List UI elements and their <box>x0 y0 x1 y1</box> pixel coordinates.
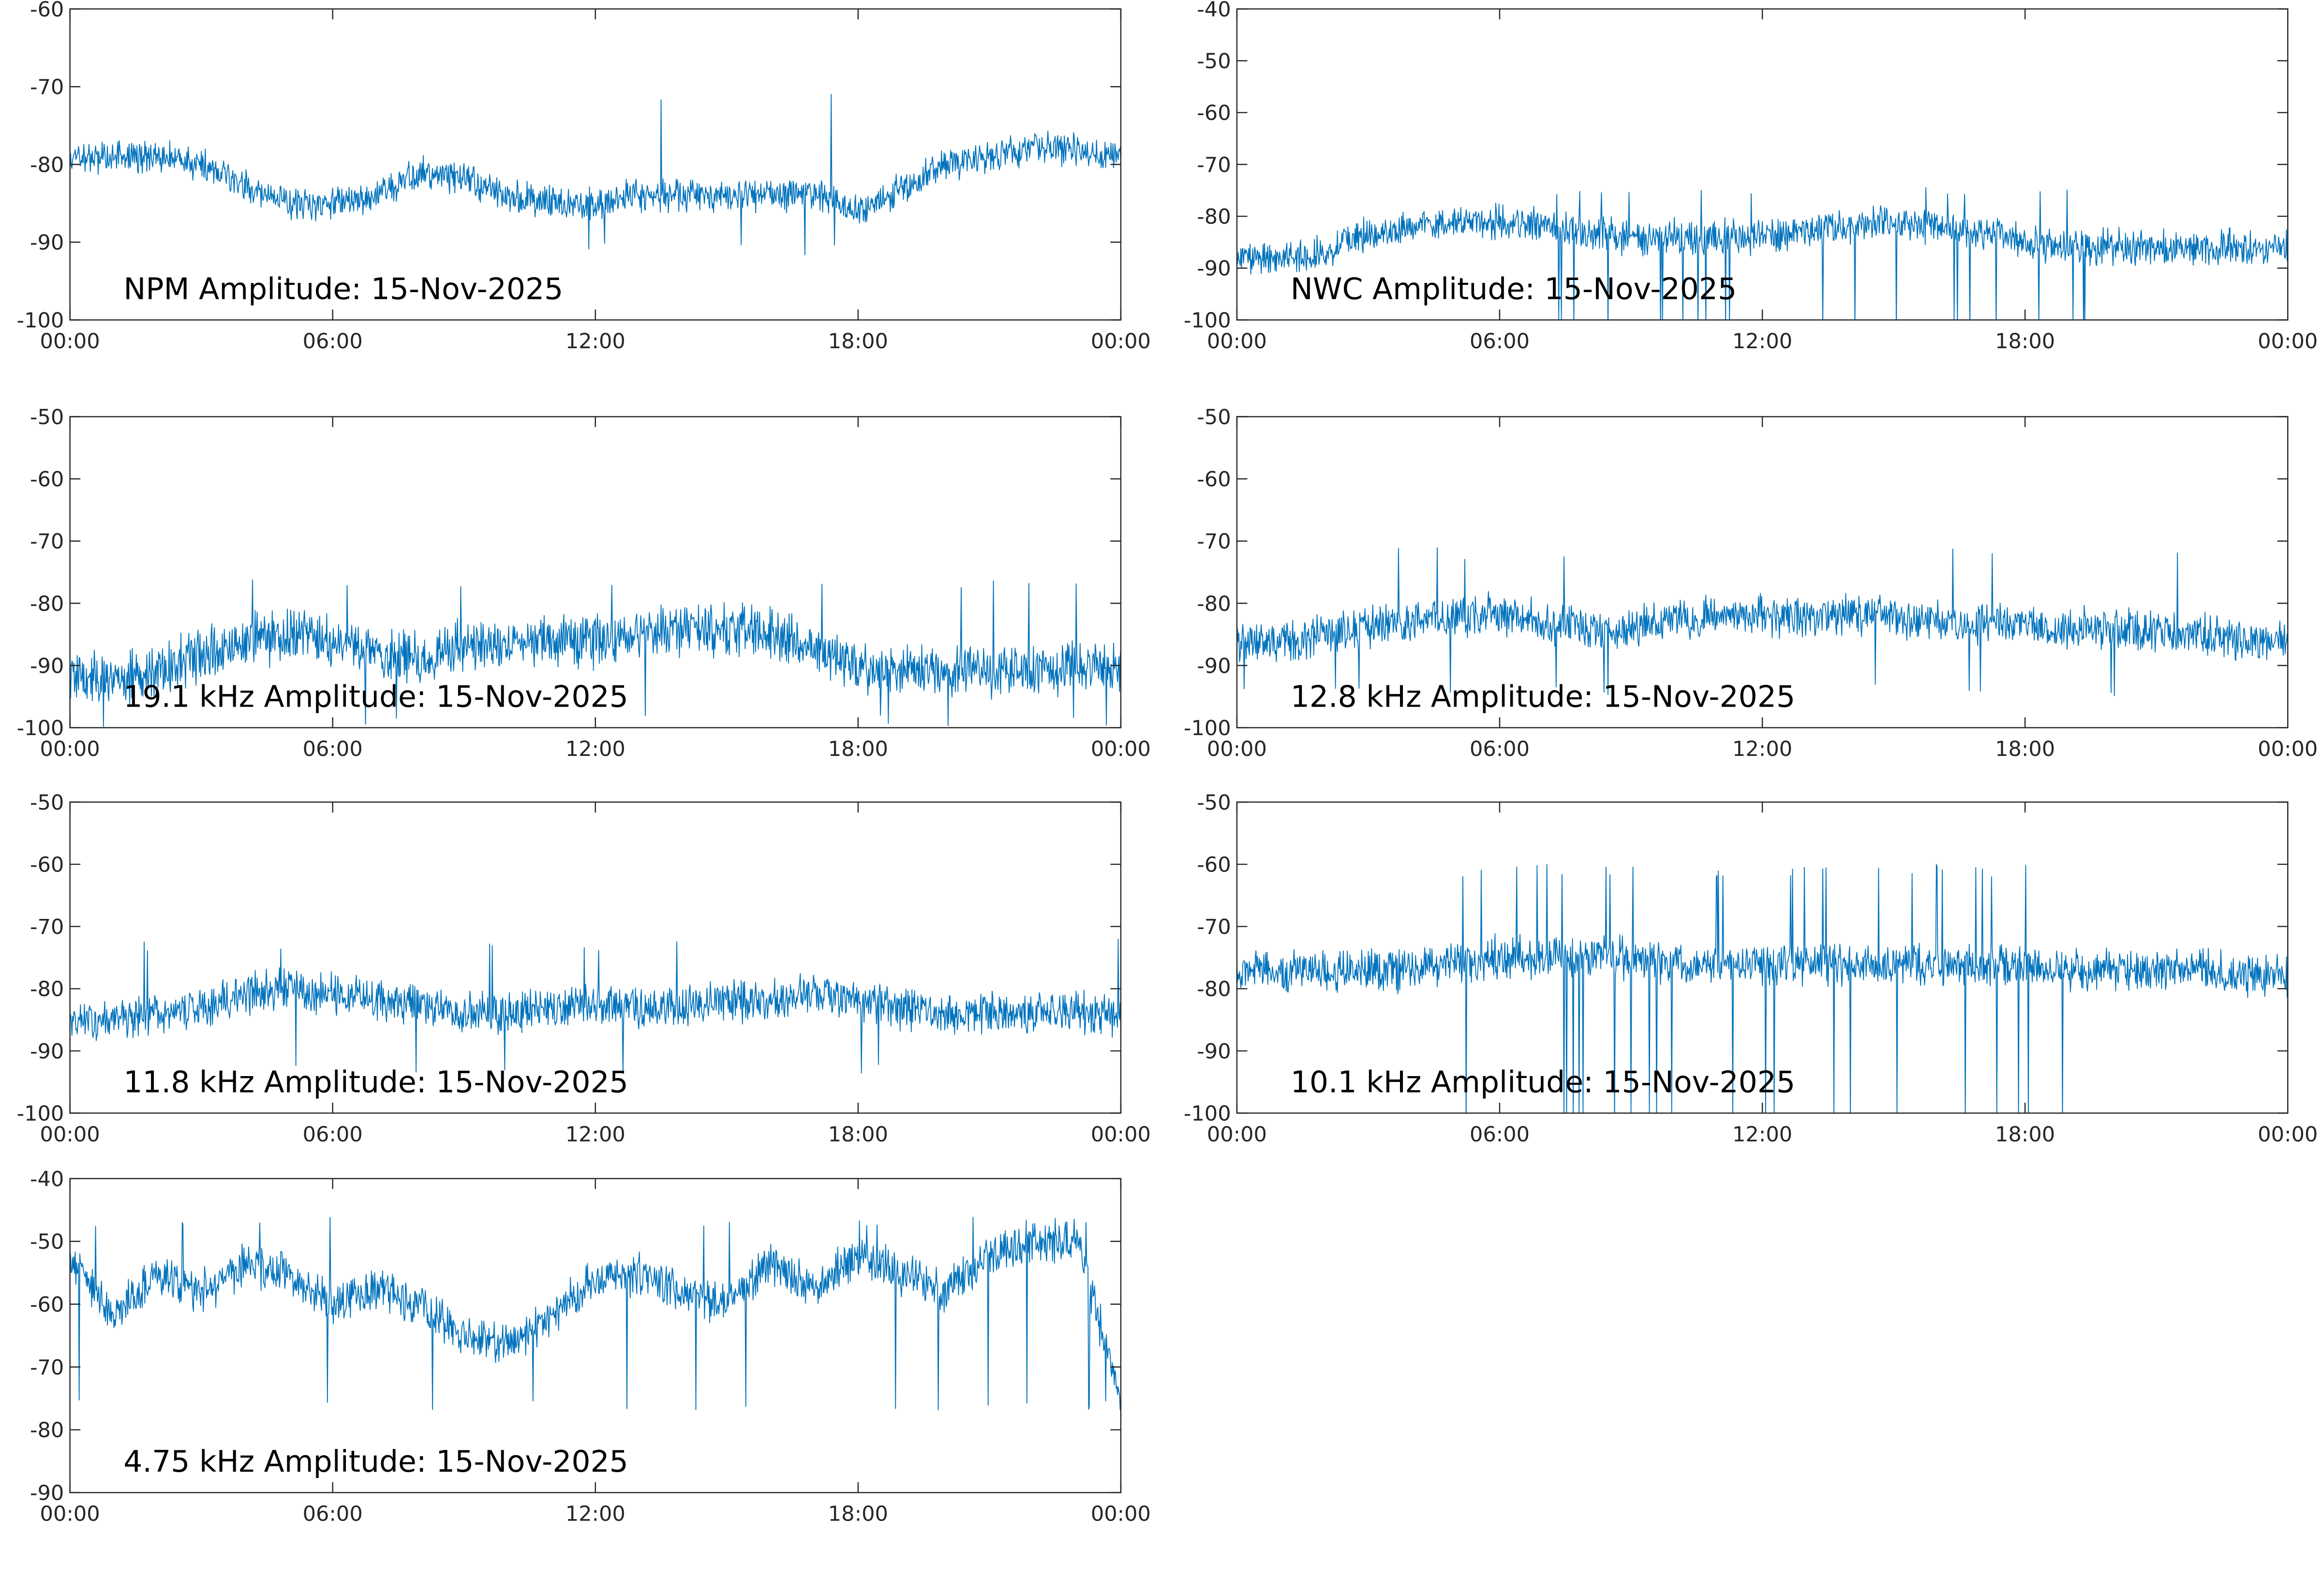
y-tick-label: -50 <box>1197 405 1231 429</box>
x-tick-label: 12:00 <box>1732 329 1792 354</box>
y-tick-label: -70 <box>30 1356 64 1380</box>
panel-3: -100 -90 -80 -70 -60 -50 00:00 06:00 12:00 18:00 0… <box>17 405 1151 761</box>
y-tick-label: -70 <box>30 530 64 554</box>
x-tick-label: 12:00 <box>566 737 625 761</box>
panel-title: 11.8 kHz Amplitude: 15-Nov-2025 <box>123 1064 628 1099</box>
x-tick-label: 06:00 <box>1470 329 1530 354</box>
y-tick-label: -80 <box>30 153 64 177</box>
y-tick-label: -90 <box>30 231 64 255</box>
x-tick-label: 18:00 <box>828 1502 888 1526</box>
panel-1: -100 -90 -80 -70 -60 00:00 06:00 12:00 18:00 00:0… <box>17 0 1151 354</box>
panel-5: -100 -90 -80 -70 -60 -50 00:00 06:00 12:00 18:00 0… <box>17 791 1151 1147</box>
y-tick-label: -100 <box>1184 716 1231 740</box>
y-tick-label: -80 <box>1197 977 1231 1002</box>
y-tick-label: -100 <box>17 1102 64 1126</box>
x-tick-label: 00:00 <box>1091 737 1151 761</box>
x-tick-label: 00:00 <box>1207 737 1267 761</box>
y-tick-label: -90 <box>30 1481 64 1506</box>
y-tick-label: -90 <box>1197 257 1231 281</box>
x-tick-label: 00:00 <box>40 1123 100 1147</box>
panel-6: -100 -90 -80 -70 -60 -50 00:00 06:00 12:00 18:00 0… <box>1184 791 2318 1147</box>
x-tick-label: 06:00 <box>303 329 363 354</box>
amplitude-trace <box>70 1217 1121 1411</box>
y-tick-label: -40 <box>1197 0 1231 22</box>
y-tick-label: -50 <box>1197 49 1231 74</box>
x-tick-label: 00:00 <box>2258 1123 2318 1147</box>
x-tick-label: 18:00 <box>828 737 888 761</box>
x-tick-label: 06:00 <box>1470 1123 1530 1147</box>
x-tick-label: 18:00 <box>828 329 888 354</box>
panel-title: 12.8 kHz Amplitude: 15-Nov-2025 <box>1291 680 1795 714</box>
x-tick-label: 00:00 <box>1091 1123 1151 1147</box>
y-tick-label: -100 <box>1184 309 1231 333</box>
panel-title: NWC Amplitude: 15-Nov-2025 <box>1291 271 1737 306</box>
y-tick-label: -50 <box>30 791 64 815</box>
y-tick-label: -80 <box>30 592 64 616</box>
y-tick-label: -40 <box>30 1167 64 1191</box>
amplitude-trace <box>1236 864 2288 1113</box>
x-tick-label: 12:00 <box>566 1123 625 1147</box>
x-tick-label: 00:00 <box>1091 1502 1151 1526</box>
y-tick-label: -60 <box>1197 101 1231 125</box>
x-tick-label: 00:00 <box>1207 329 1267 354</box>
y-tick-label: -60 <box>30 0 64 22</box>
y-tick-label: -50 <box>30 405 64 429</box>
x-tick-label: 00:00 <box>40 737 100 761</box>
x-tick-label: 12:00 <box>566 329 625 354</box>
panel-4: -100 -90 -80 -70 -60 -50 00:00 06:00 12:00 18:00 0… <box>1184 405 2318 761</box>
amplitude-trace <box>1236 547 2288 696</box>
amplitude-trace <box>70 579 1121 727</box>
x-tick-label: 00:00 <box>1091 329 1151 354</box>
x-tick-label: 00:00 <box>1207 1123 1267 1147</box>
y-tick-label: -100 <box>17 309 64 333</box>
x-tick-label: 06:00 <box>303 1123 363 1147</box>
panel-7: -90 -80 -70 -60 -50 -40 00:00 06:00 12:00 18:00 00… <box>30 1167 1151 1526</box>
y-tick-label: -90 <box>1197 1039 1231 1064</box>
x-tick-label: 18:00 <box>1995 329 2055 354</box>
x-tick-label: 12:00 <box>566 1502 625 1526</box>
x-tick-label: 12:00 <box>1732 737 1792 761</box>
panel-title: 4.75 kHz Amplitude: 15-Nov-2025 <box>123 1444 628 1479</box>
y-tick-label: -80 <box>30 977 64 1002</box>
x-tick-label: 00:00 <box>2258 737 2318 761</box>
x-tick-label: 06:00 <box>303 1502 363 1526</box>
y-tick-label: -90 <box>30 654 64 678</box>
x-tick-label: 12:00 <box>1732 1123 1792 1147</box>
amplitude-trace <box>1236 187 2288 320</box>
panel-2: -100 -90 -80 -70 -60 -50 -40 00:00 06:00 12:00 18:… <box>1184 0 2318 354</box>
y-tick-label: -90 <box>30 1039 64 1064</box>
y-tick-label: -100 <box>1184 1102 1231 1126</box>
panel-title: 10.1 kHz Amplitude: 15-Nov-2025 <box>1291 1064 1795 1099</box>
x-tick-label: 18:00 <box>1995 1123 2055 1147</box>
y-tick-label: -60 <box>1197 853 1231 877</box>
y-tick-label: -100 <box>17 716 64 740</box>
x-tick-label: 06:00 <box>1470 737 1530 761</box>
y-tick-label: -80 <box>1197 205 1231 229</box>
y-tick-label: -70 <box>1197 530 1231 554</box>
amplitude-trace <box>70 94 1121 255</box>
x-tick-label: 00:00 <box>2258 329 2318 354</box>
y-tick-label: -70 <box>30 915 64 939</box>
y-tick-label: -50 <box>30 1230 64 1254</box>
y-tick-label: -80 <box>30 1419 64 1443</box>
y-tick-label: -60 <box>30 853 64 877</box>
y-tick-label: -60 <box>1197 468 1231 492</box>
panel-title: NPM Amplitude: 15-Nov-2025 <box>123 271 563 306</box>
y-tick-label: -60 <box>30 1293 64 1317</box>
y-tick-label: -50 <box>1197 791 1231 815</box>
y-tick-label: -90 <box>1197 654 1231 678</box>
y-tick-label: -60 <box>30 468 64 492</box>
amplitude-trace <box>70 938 1121 1075</box>
x-tick-label: 00:00 <box>40 1502 100 1526</box>
panel-title: 19.1 kHz Amplitude: 15-Nov-2025 <box>123 680 628 714</box>
x-tick-label: 18:00 <box>1995 737 2055 761</box>
x-tick-label: 06:00 <box>303 737 363 761</box>
y-tick-label: -70 <box>1197 915 1231 939</box>
y-tick-label: -80 <box>1197 592 1231 616</box>
y-tick-label: -70 <box>30 75 64 100</box>
x-tick-label: 00:00 <box>40 329 100 354</box>
x-tick-label: 18:00 <box>828 1123 888 1147</box>
y-tick-label: -70 <box>1197 153 1231 177</box>
